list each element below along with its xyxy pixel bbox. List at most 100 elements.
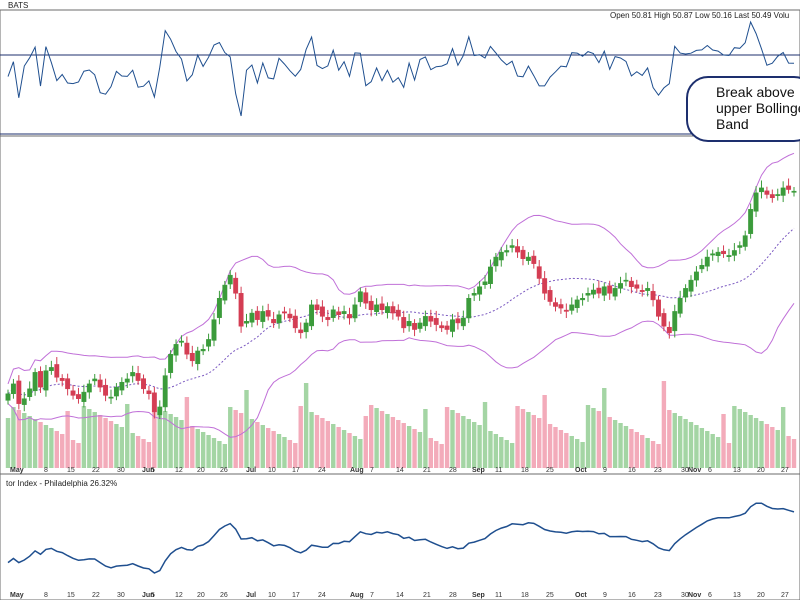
candle-body: [666, 326, 672, 334]
x-axis-label: Aug: [350, 467, 364, 474]
candle-body: [450, 319, 455, 332]
candle-body: [590, 289, 596, 295]
candle-body: [314, 304, 320, 311]
volume-bar: [260, 425, 265, 468]
candle-body: [222, 284, 228, 301]
candle-body: [639, 290, 645, 292]
candle-body: [282, 311, 287, 314]
volume-bar: [656, 444, 661, 468]
x-axis-label-bottom: Jun: [142, 592, 154, 599]
candle-body: [249, 312, 255, 323]
candle-body: [168, 353, 174, 373]
volume-bar: [211, 438, 217, 468]
x-axis-label: 15: [67, 467, 75, 474]
x-axis-label-bottom: Aug: [350, 592, 364, 599]
volume-bar: [710, 434, 715, 468]
volume-bar: [493, 434, 499, 468]
volume-bar: [753, 418, 759, 468]
candle-body: [439, 325, 445, 329]
x-axis-label: Sep: [472, 467, 485, 474]
volume-bar: [49, 428, 54, 468]
candle-body: [379, 303, 385, 311]
x-axis-label: 27: [781, 467, 789, 474]
annotation-callout: Break above upper Bollinge Band: [686, 76, 800, 142]
volume-bar: [60, 434, 65, 468]
volume-bar: [715, 437, 721, 468]
candle-body: [76, 394, 81, 399]
volume-bar: [76, 443, 81, 468]
candle-body: [238, 293, 244, 327]
top-indicator-path: [7, 20, 795, 117]
volume-bar: [146, 442, 152, 468]
candle-body: [38, 371, 43, 388]
candle-body: [347, 314, 352, 319]
volume-bar: [65, 411, 70, 468]
candle-body: [141, 378, 146, 390]
volume-bar: [623, 426, 629, 468]
volume-bar: [428, 438, 434, 468]
candle-body: [357, 291, 363, 303]
x-axis-labels: MayMay88151522223030JunJun55121220202626…: [10, 467, 789, 599]
x-axis-label: 30: [117, 467, 125, 474]
chart-symbol: BATS: [8, 1, 28, 10]
volume-bar: [526, 412, 531, 468]
candle-body: [444, 325, 450, 330]
candle-body: [395, 309, 401, 317]
price-panel: [0, 135, 800, 477]
volume-bar: [504, 440, 509, 468]
candle-body: [200, 349, 206, 352]
x-axis-label: 23: [654, 467, 662, 474]
volume-bar: [596, 411, 602, 468]
candle-body: [460, 317, 466, 327]
volume-bar: [786, 436, 791, 468]
volume-bar: [721, 414, 726, 468]
x-axis-label: 16: [628, 467, 636, 474]
volume-bar: [509, 443, 515, 468]
candle-body: [303, 322, 309, 333]
annotation-line-1: Break above: [716, 84, 795, 100]
candle-body: [547, 290, 553, 302]
candle-body: [433, 318, 439, 325]
volume-bar: [108, 421, 114, 468]
upper-band-line: [7, 152, 795, 385]
volume-bar: [157, 408, 162, 468]
volume-bars: [5, 381, 797, 468]
volume-bar: [677, 416, 683, 468]
volume-bar: [114, 424, 119, 468]
candle-body: [27, 388, 33, 397]
candle-body: [509, 245, 515, 248]
candle-body: [422, 316, 428, 327]
candle-body: [759, 187, 764, 193]
volume-bar: [607, 417, 612, 468]
volume-bar: [206, 435, 211, 468]
candle-body: [580, 297, 586, 301]
candle-body: [558, 304, 564, 309]
x-axis-label-bottom: 24: [318, 592, 326, 599]
candle-body: [428, 316, 434, 322]
candle-body: [189, 352, 195, 362]
candle-body: [298, 329, 304, 334]
volume-bar: [200, 432, 206, 468]
volume-bar: [564, 433, 569, 468]
candle-body: [536, 266, 542, 279]
volume-bar: [482, 402, 488, 468]
candle-body: [618, 283, 623, 289]
x-axis-label-bottom: 12: [175, 592, 183, 599]
candle-body: [244, 321, 249, 324]
volume-bar: [688, 422, 694, 468]
candle-body: [260, 311, 266, 322]
candle-body: [715, 251, 721, 256]
volume-bar: [629, 429, 634, 468]
volume-bar: [16, 410, 22, 468]
candle-body: [769, 194, 775, 199]
volume-bar: [347, 433, 352, 468]
volume-bar: [352, 436, 358, 468]
candle-body: [227, 274, 233, 285]
candle-body: [553, 302, 558, 307]
volume-bar: [699, 428, 705, 468]
volume-bar: [444, 407, 450, 468]
bollinger-bands: [7, 152, 795, 438]
volume-bar: [163, 411, 168, 468]
x-axis-label: 14: [396, 467, 404, 474]
volume-bar: [233, 410, 238, 468]
